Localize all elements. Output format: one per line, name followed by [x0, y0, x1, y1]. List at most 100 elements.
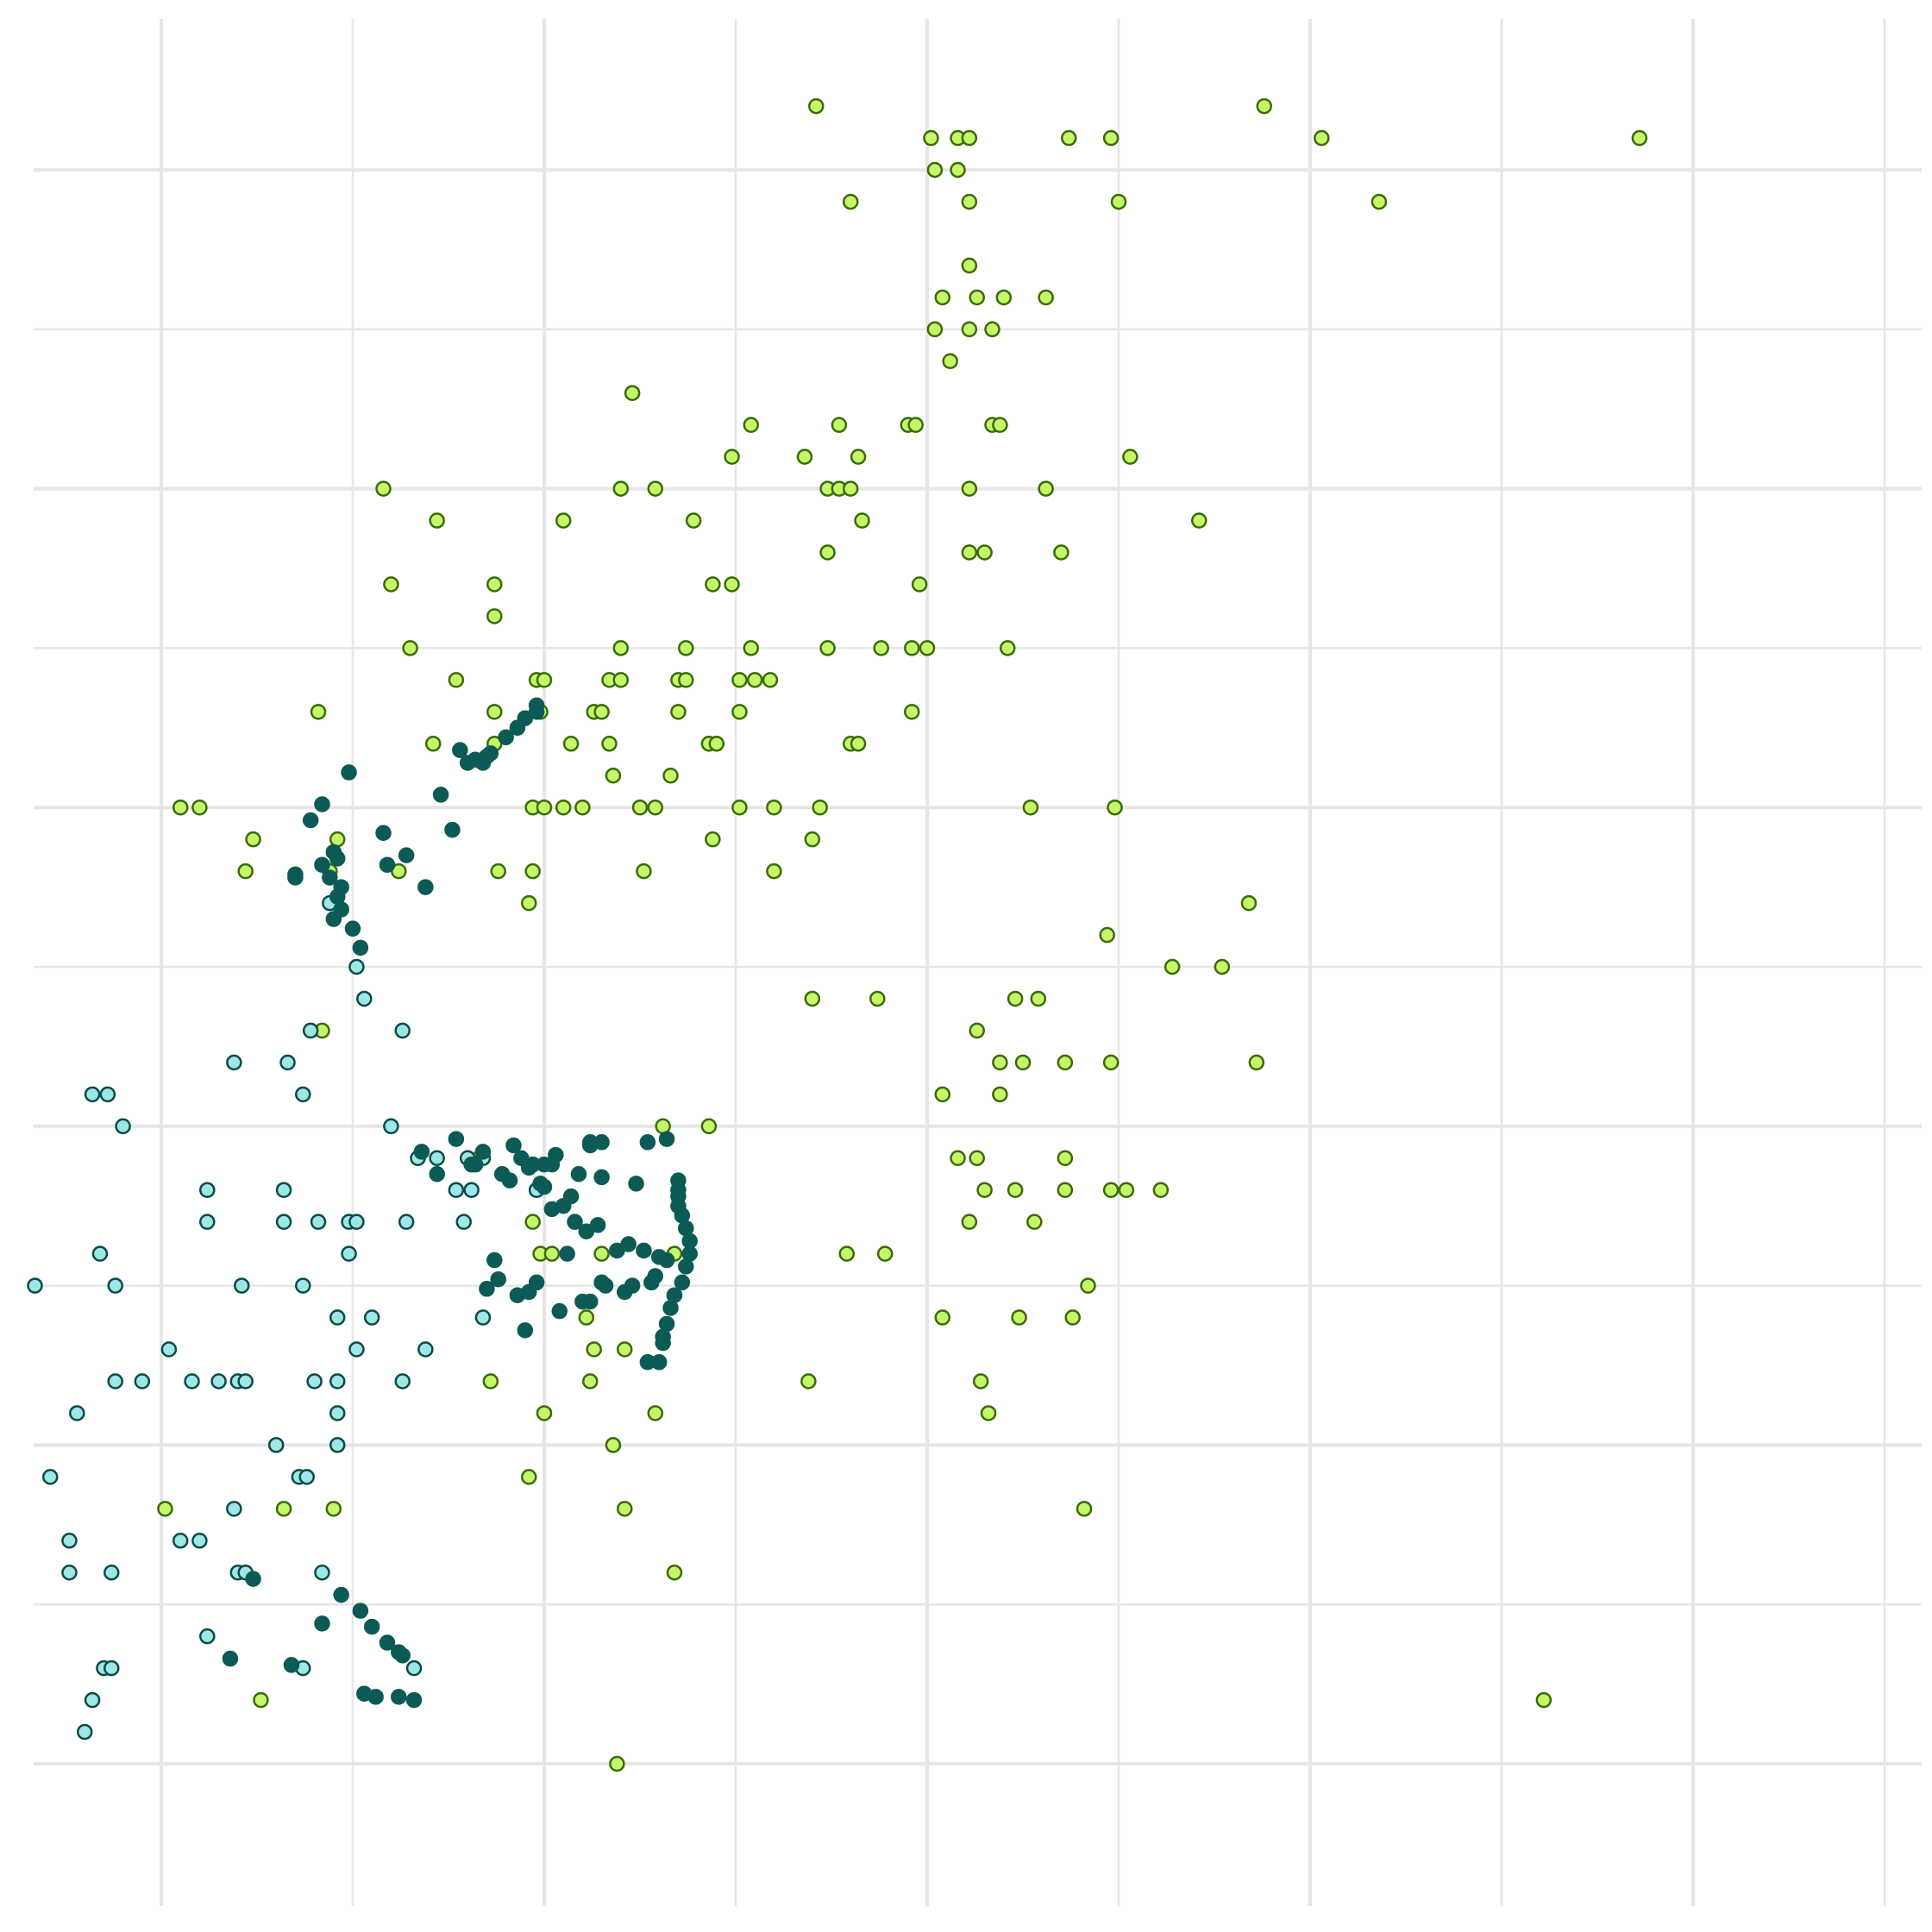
data-point [490, 862, 506, 880]
data-point [329, 1309, 346, 1326]
data-point [237, 862, 254, 880]
data-point [157, 1501, 173, 1517]
data-point [543, 1245, 561, 1262]
data-point [961, 193, 978, 210]
data-point [1118, 1182, 1135, 1198]
data-point [505, 1137, 522, 1154]
data-point [199, 1182, 216, 1198]
data-point [1057, 1150, 1074, 1167]
data-point [1057, 1182, 1074, 1198]
data-point [678, 640, 694, 656]
data-point [980, 1405, 997, 1421]
data-point [329, 1373, 346, 1389]
data-point [524, 1214, 541, 1230]
data-point [184, 1373, 200, 1389]
data-point [486, 1251, 503, 1269]
data-point [969, 289, 985, 306]
data-point [363, 1309, 380, 1326]
data-point [995, 289, 1013, 306]
data-point [394, 1647, 411, 1664]
data-point [647, 799, 664, 816]
data-point [302, 1022, 319, 1039]
data-point [873, 640, 889, 656]
data-point [907, 417, 924, 433]
data-point [574, 799, 591, 816]
data-point [333, 901, 349, 918]
data-point [616, 1501, 633, 1517]
data-point [819, 640, 836, 656]
data-point [341, 1245, 357, 1262]
data-point [424, 736, 442, 752]
data-point [275, 1214, 292, 1230]
series-3 [222, 697, 698, 1709]
data-point [969, 1150, 985, 1167]
data-point [474, 1309, 492, 1326]
data-point [551, 1302, 568, 1320]
data-point [479, 1281, 495, 1297]
data-point [961, 129, 978, 147]
data-point [662, 767, 679, 784]
data-point [999, 640, 1016, 656]
data-point [923, 129, 939, 147]
data-point [655, 1118, 671, 1135]
data-point [700, 1118, 718, 1135]
data-point [1371, 193, 1388, 210]
data-point [295, 1086, 311, 1103]
data-point [329, 1437, 346, 1453]
data-point [134, 1373, 151, 1389]
data-point [528, 697, 545, 714]
data-point [314, 856, 330, 873]
data-point [578, 1309, 595, 1326]
data-point [1102, 1182, 1120, 1198]
data-point [524, 862, 541, 880]
data-point [405, 1691, 423, 1709]
data-point [333, 1586, 349, 1603]
data-point [429, 1150, 445, 1167]
data-point [762, 672, 779, 688]
data-point [245, 1571, 261, 1587]
data-point [612, 480, 630, 497]
data-point [348, 958, 365, 975]
data-point [636, 1242, 652, 1259]
data-point [639, 1354, 656, 1371]
data-point [329, 888, 346, 905]
data-point [1057, 1054, 1074, 1071]
data-point [172, 799, 189, 816]
data-point [325, 1501, 342, 1517]
data-point [310, 704, 327, 720]
data-point [838, 1245, 856, 1262]
data-point [233, 1277, 250, 1294]
data-point [314, 1564, 330, 1581]
data-point [674, 1274, 691, 1291]
data-point [831, 417, 848, 433]
data-point [520, 894, 537, 912]
data-point [429, 1165, 445, 1182]
data-point [210, 1373, 227, 1389]
data-point [432, 787, 449, 803]
data-point [574, 1293, 591, 1310]
data-point [1535, 1691, 1552, 1709]
data-point [643, 1274, 660, 1291]
data-point [800, 1373, 817, 1389]
data-point [612, 672, 630, 688]
data-point [1053, 544, 1070, 561]
data-point [678, 1258, 694, 1275]
data-point [639, 1134, 656, 1151]
data-point [559, 1245, 575, 1262]
data-point [253, 1691, 269, 1709]
data-point [950, 161, 966, 179]
data-point [237, 1373, 254, 1389]
data-point [743, 417, 760, 433]
data-point [807, 97, 825, 115]
data-point [992, 1054, 1008, 1071]
data-point [666, 1564, 683, 1581]
data-point [455, 1214, 473, 1230]
data-point [903, 704, 920, 720]
data-point [961, 544, 978, 561]
data-point [616, 1283, 633, 1301]
data-point [976, 544, 993, 561]
data-point [528, 1274, 545, 1291]
data-point [107, 1277, 123, 1294]
data-point [678, 672, 694, 688]
data-point [352, 1603, 369, 1619]
